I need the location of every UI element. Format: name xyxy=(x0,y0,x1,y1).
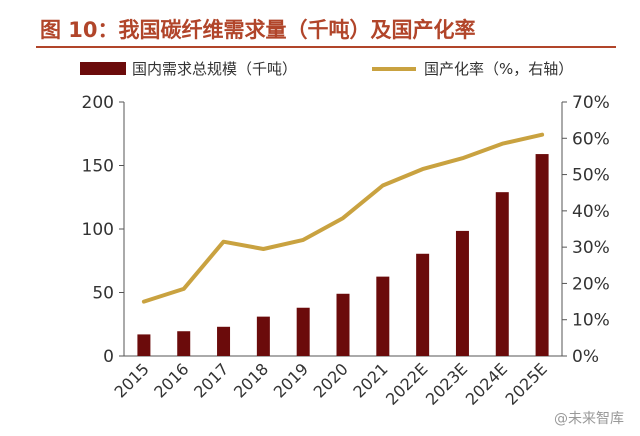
legend-bar-swatch xyxy=(80,62,126,75)
right-tick-label: 60% xyxy=(572,129,610,149)
legend-line-label: 国产化率（%，右轴） xyxy=(424,60,573,78)
left-tick-label: 100 xyxy=(82,220,114,240)
x-tick-label: 2017 xyxy=(190,359,232,401)
x-tick-label: 2023E xyxy=(422,359,471,408)
bar-2019 xyxy=(296,307,310,356)
legend-bar-label: 国内需求总规模（千吨） xyxy=(132,60,297,78)
x-tick-label: 2024E xyxy=(462,359,511,408)
bar-2017 xyxy=(217,326,231,356)
x-tick-label: 2022E xyxy=(382,359,431,408)
bar-2023E xyxy=(455,230,469,356)
watermark: @未来智库 xyxy=(554,411,624,427)
right-tick-label: 10% xyxy=(572,311,610,331)
x-tick-label: 2015 xyxy=(111,359,153,401)
title-underline xyxy=(36,46,616,48)
x-tick-label: 2018 xyxy=(230,359,272,401)
bar-2018 xyxy=(256,316,270,356)
right-tick-label: 30% xyxy=(572,238,610,258)
bar-2021 xyxy=(376,276,390,356)
right-tick-label: 70% xyxy=(572,93,610,113)
bar-2022E xyxy=(416,253,430,356)
chart-title: 图 10：我国碳纤维需求量（千吨）及国产化率 xyxy=(40,18,476,42)
left-tick-label: 200 xyxy=(82,93,114,113)
x-tick-label: 2020 xyxy=(310,359,352,401)
right-tick-label: 20% xyxy=(572,274,610,294)
x-tick-label: 2016 xyxy=(150,359,192,401)
bar-2016 xyxy=(177,331,191,356)
bar-2024E xyxy=(495,192,509,356)
left-tick-label: 0 xyxy=(103,347,114,367)
right-tick-label: 0% xyxy=(572,347,599,367)
bar-2015 xyxy=(137,334,151,356)
bar-2020 xyxy=(336,293,350,356)
bar-2025E xyxy=(535,154,549,356)
x-tick-label: 2025E xyxy=(502,359,551,408)
right-tick-label: 40% xyxy=(572,202,610,222)
x-tick-label: 2019 xyxy=(270,359,312,401)
left-tick-label: 50 xyxy=(92,284,114,304)
left-tick-label: 150 xyxy=(82,157,114,177)
right-tick-label: 50% xyxy=(572,166,610,186)
